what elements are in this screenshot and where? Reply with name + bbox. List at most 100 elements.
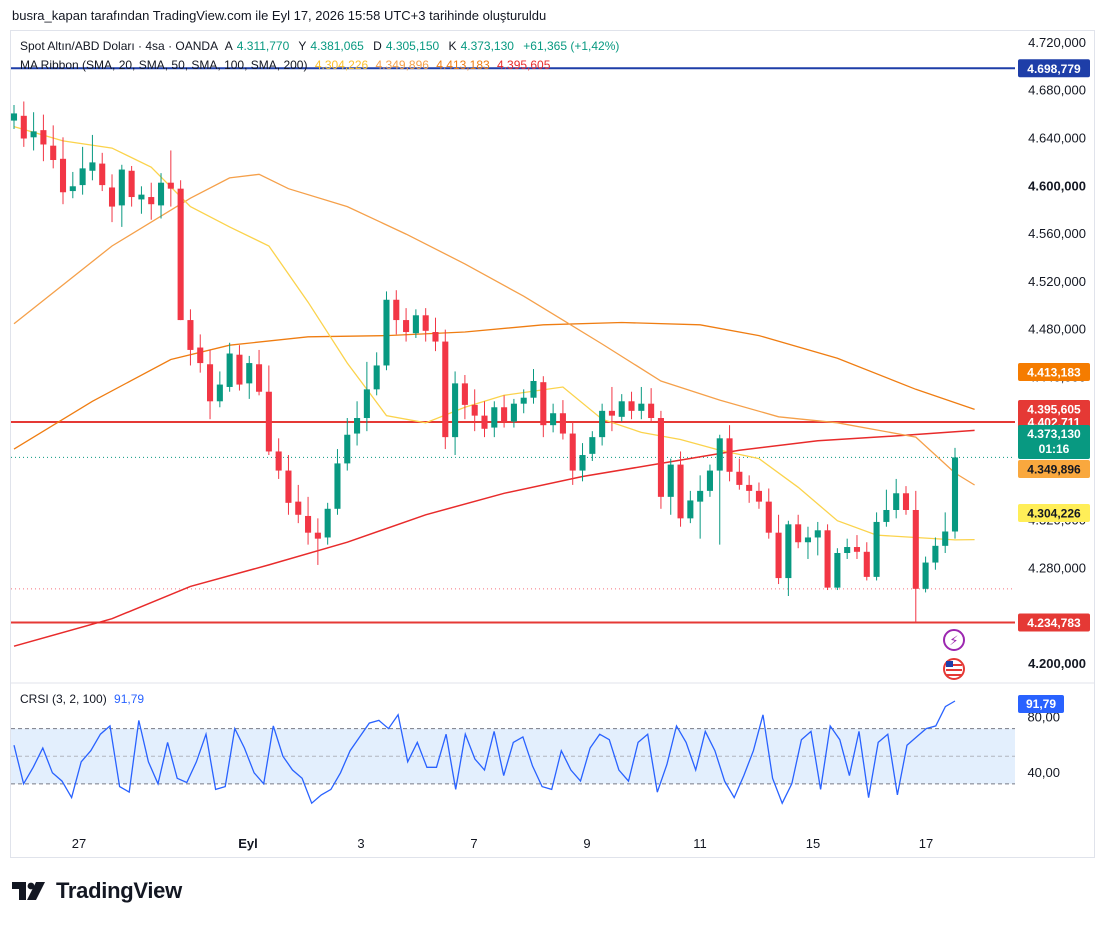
candle-body xyxy=(569,433,576,471)
candle-body xyxy=(10,113,18,121)
horizontal-level-tag xyxy=(1018,613,1090,632)
close-value: 4.373,130 xyxy=(460,39,514,53)
x-tick-label: 9 xyxy=(583,836,590,851)
candle-body xyxy=(403,320,410,333)
candle-body xyxy=(157,182,165,206)
y-tick-label: 4.520,000 xyxy=(1028,274,1086,289)
crsi-value-tag xyxy=(1018,695,1064,713)
sma20-line xyxy=(13,125,975,541)
y-tick-label: 4.720,000 xyxy=(1028,35,1086,50)
candle-body xyxy=(207,364,214,402)
crsi-value-tag-label: 91,79 xyxy=(1026,697,1056,711)
candle-body xyxy=(373,365,380,390)
candle-body xyxy=(608,410,615,416)
candle-body xyxy=(912,509,919,589)
price-tag xyxy=(1018,363,1090,381)
candle-body xyxy=(89,162,96,171)
candle-body xyxy=(618,401,625,417)
candle-body xyxy=(755,490,762,502)
crsi-label[interactable]: CRSI (3, 2, 100) xyxy=(20,692,107,706)
candle-body xyxy=(677,464,684,519)
flag-stripe xyxy=(946,669,962,671)
tradingview-logo[interactable]: TradingView xyxy=(12,878,182,904)
sma100-line xyxy=(13,321,975,450)
flag-stripe xyxy=(946,674,962,676)
ma-ribbon-label[interactable]: MA Ribbon (SMA, 20, SMA, 50, SMA, 100, S… xyxy=(20,58,308,72)
x-tick-label: 17 xyxy=(919,836,933,851)
crsi-legend: CRSI (3, 2, 100) 91,79 xyxy=(20,692,148,706)
events-icon[interactable] xyxy=(943,629,965,651)
candle-body xyxy=(20,115,27,139)
candle-body xyxy=(69,186,76,192)
price-tag xyxy=(1018,425,1090,459)
candle-body xyxy=(295,501,302,515)
candle-body xyxy=(579,455,586,471)
chart-frame xyxy=(10,30,1095,858)
candle-body xyxy=(246,363,253,384)
y-tick-label: 4.480,000 xyxy=(1028,322,1086,337)
candle-body xyxy=(785,524,792,579)
candle-body xyxy=(942,531,949,546)
lightning-icon: ⚡ xyxy=(949,634,958,649)
candle-body xyxy=(510,403,517,422)
chart-caption: busra_kapan tarafından TradingView.com i… xyxy=(12,8,547,23)
candle-body xyxy=(795,524,802,543)
price-legend: Spot Altın/ABD Doları · 4sa · OANDA A 4.3… xyxy=(20,39,623,53)
price-tag xyxy=(1018,460,1090,478)
candle-body xyxy=(589,437,596,454)
y-tick-label: 4.640,000 xyxy=(1028,131,1086,146)
candle-body xyxy=(167,182,174,189)
candle-body xyxy=(814,530,821,538)
crsi-line xyxy=(13,700,956,805)
candle-body xyxy=(305,515,312,533)
candle-body xyxy=(452,383,459,438)
y-tick-label: 4.560,000 xyxy=(1028,226,1086,241)
candle-body xyxy=(285,470,292,503)
price-tag xyxy=(1018,504,1090,522)
symbol-label[interactable]: Spot Altın/ABD Doları · 4sa · OANDA xyxy=(20,39,219,53)
candle-body xyxy=(324,508,331,538)
price-tag-label: 4.349,896 xyxy=(1027,463,1081,477)
low-value: 4.305,150 xyxy=(385,39,440,53)
price-tag-label: 4.395,605 xyxy=(1027,403,1081,417)
candle-body xyxy=(108,187,116,207)
y-tick-label: 4.600,000 xyxy=(1028,178,1086,193)
candle-body xyxy=(30,131,37,138)
candle-body xyxy=(657,418,664,497)
horizontal-level-label: 4.234,783 xyxy=(1027,616,1081,630)
candle-body xyxy=(491,407,498,428)
candle-body xyxy=(461,383,468,405)
close-label: K xyxy=(448,39,457,53)
candle-body xyxy=(177,188,184,321)
candle-body xyxy=(804,537,812,543)
x-tick-label: Eyl xyxy=(238,836,258,851)
candle-body xyxy=(79,168,86,186)
x-tick-label: 7 xyxy=(470,836,477,851)
candle-body xyxy=(746,484,753,491)
candle-body xyxy=(442,341,449,438)
ma-legend: MA Ribbon (SMA, 20, SMA, 50, SMA, 100, S… xyxy=(20,58,554,72)
candle-body xyxy=(736,471,743,485)
candle-body xyxy=(265,391,272,452)
candle-body xyxy=(951,457,959,532)
low-label: D xyxy=(373,39,382,53)
price-tag-label: 4.413,183 xyxy=(1027,366,1081,380)
candle-body xyxy=(520,397,527,404)
candle-body xyxy=(118,169,125,206)
price-tag-label: 4.304,226 xyxy=(1027,507,1081,521)
candle-body xyxy=(422,315,429,331)
candle-body xyxy=(363,389,370,419)
change-value: +61,365 (+1,42%) xyxy=(523,39,620,53)
candle-body xyxy=(187,320,194,350)
candle-body xyxy=(540,382,547,426)
ma-value-50: 4.349,896 xyxy=(375,58,429,72)
candle-body xyxy=(40,130,47,145)
candle-body xyxy=(471,404,478,416)
ma-value-100: 4.413,183 xyxy=(436,58,490,72)
candle-body xyxy=(412,315,419,334)
candle-body xyxy=(314,532,321,539)
candle-body xyxy=(226,353,233,387)
candle-body xyxy=(922,562,929,589)
y-tick-label: 4.280,000 xyxy=(1028,561,1086,576)
